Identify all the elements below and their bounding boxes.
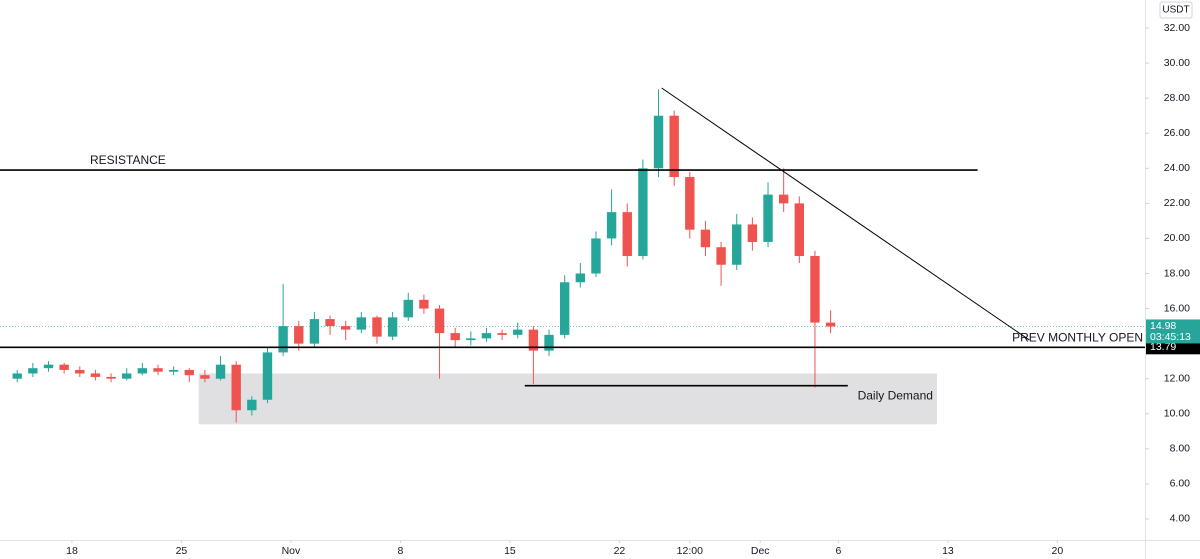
candle-body xyxy=(340,326,351,330)
x-tick-label: 22 xyxy=(614,545,626,557)
candle-body xyxy=(200,375,210,379)
candle-body xyxy=(622,212,632,256)
candle-body xyxy=(700,229,711,248)
candle-body xyxy=(763,194,773,242)
candle-body xyxy=(231,364,241,411)
candle-body xyxy=(403,299,413,318)
candle-body xyxy=(59,364,69,370)
y-tick-label: 18.00 xyxy=(1164,267,1190,279)
candle-body xyxy=(450,333,460,341)
candle-body xyxy=(481,333,492,339)
currency-badge[interactable] xyxy=(1159,1,1193,19)
candle-body xyxy=(544,334,554,351)
y-tick-label: 12.00 xyxy=(1164,372,1190,384)
x-tick-label: 18 xyxy=(66,545,78,557)
y-tick-label: 24.00 xyxy=(1164,162,1190,174)
candle-body xyxy=(309,319,320,344)
candle-body xyxy=(559,282,570,335)
candle-body xyxy=(75,369,85,374)
candle-body xyxy=(638,168,648,256)
candle-body xyxy=(247,399,257,411)
candle-body xyxy=(747,224,758,242)
y-tick-label: 28.00 xyxy=(1164,92,1190,104)
drawn-line xyxy=(661,87,1030,341)
candle-body xyxy=(43,364,54,369)
demand-zone xyxy=(198,373,937,425)
candle-body xyxy=(325,319,335,327)
x-tick-label: Dec xyxy=(751,545,770,557)
y-tick-label: 10.00 xyxy=(1164,408,1190,420)
candle-body xyxy=(28,368,38,374)
candle-body xyxy=(497,333,507,335)
last-price-badge xyxy=(1146,319,1200,344)
candle-body xyxy=(434,308,445,334)
candle-body xyxy=(278,326,288,353)
zone-label: Daily Demand xyxy=(858,388,933,402)
candle-body xyxy=(137,368,148,374)
candle-body xyxy=(419,299,429,309)
y-tick-label: 30.00 xyxy=(1164,57,1190,69)
candle-body xyxy=(168,369,179,372)
y-tick-label: 8.00 xyxy=(1170,443,1191,455)
candle-body xyxy=(513,329,523,335)
x-tick-label: Nov xyxy=(282,545,301,557)
candle-body xyxy=(372,317,382,337)
candle-body xyxy=(669,115,679,178)
candle-body xyxy=(90,373,101,377)
level-badge xyxy=(1146,340,1200,355)
countdown: 03:45:13 xyxy=(1150,331,1191,343)
candle-body xyxy=(387,317,398,337)
level-badge-label: 13.79 xyxy=(1150,341,1176,353)
candle-body xyxy=(575,273,586,283)
x-tick-label: 20 xyxy=(1052,545,1064,557)
candle-body xyxy=(356,317,367,330)
candle-body xyxy=(466,338,476,341)
candle-body xyxy=(184,369,194,376)
x-tick-label: 25 xyxy=(176,545,188,557)
candle-body xyxy=(591,238,601,274)
currency: USDT xyxy=(1162,5,1189,16)
candle-body xyxy=(653,115,664,169)
y-tick-label: 6.00 xyxy=(1170,478,1191,490)
candle-body xyxy=(716,247,726,265)
line-label: PREV MONTHLY OPEN xyxy=(1012,330,1143,344)
x-tick-label: 15 xyxy=(504,545,516,557)
y-tick-label: 4.00 xyxy=(1170,513,1191,525)
candle-body xyxy=(794,203,805,256)
candle-body xyxy=(732,224,742,265)
last-price-label: 14.98 xyxy=(1150,320,1176,332)
x-tick-label: 13 xyxy=(942,545,954,557)
x-tick-label: 6 xyxy=(835,545,841,557)
y-tick-label: 32.00 xyxy=(1164,22,1190,34)
y-tick-label: 22.00 xyxy=(1164,197,1190,209)
line-label: RESISTANCE xyxy=(90,153,166,167)
candle-body xyxy=(685,177,695,230)
candle-body xyxy=(528,329,539,351)
candle-body xyxy=(294,326,304,344)
candle-body xyxy=(825,322,836,327)
candle-body xyxy=(122,373,132,379)
y-tick-label: 20.00 xyxy=(1164,232,1190,244)
candle-body xyxy=(778,194,789,204)
candle-body xyxy=(153,368,163,372)
candle-body xyxy=(215,364,226,379)
candle-body xyxy=(106,376,116,379)
x-tick-label: 12:00 xyxy=(677,545,703,557)
candle-body xyxy=(810,255,820,323)
y-tick-label: 16.00 xyxy=(1164,302,1190,314)
y-tick-label: 26.00 xyxy=(1164,127,1190,139)
candle-body xyxy=(12,373,22,379)
x-tick-label: 8 xyxy=(398,545,404,557)
candle-body xyxy=(262,352,273,400)
candle-body xyxy=(606,212,617,239)
